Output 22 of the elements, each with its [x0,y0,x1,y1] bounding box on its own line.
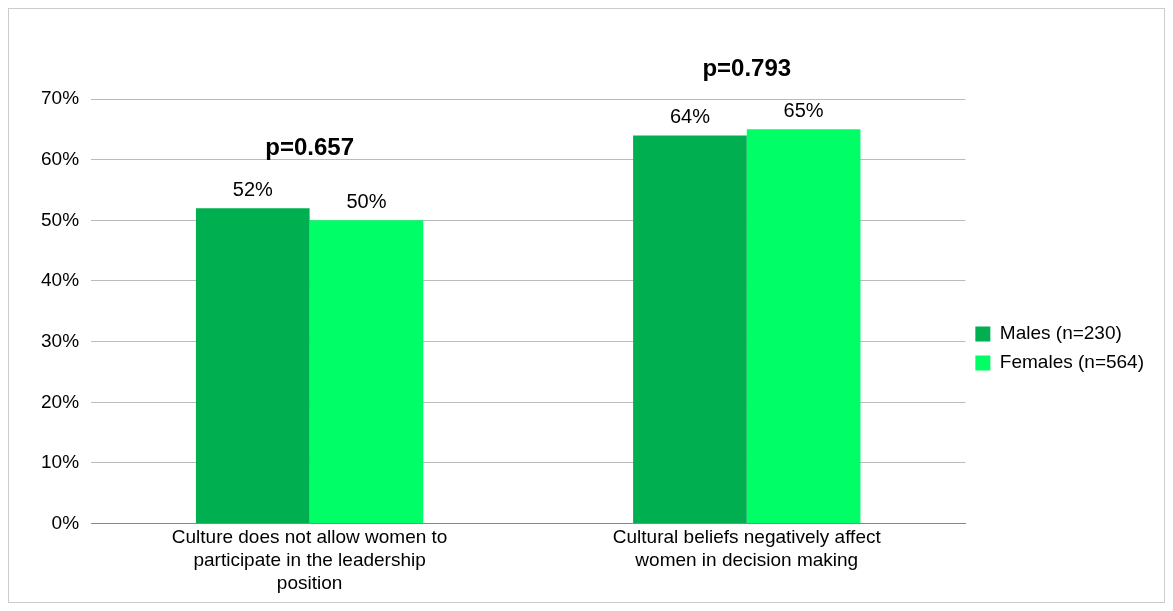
annotation: p=0.657 [265,132,354,160]
x-tick-label: Culture does not allow women to participate in the leadership position [171,526,448,593]
data-label: 52% [232,177,274,200]
text: p=0.793 [702,53,792,81]
y-tick-label: 10% [41,451,80,473]
y-tick-label: 70% [41,87,80,109]
bar [633,135,747,524]
bar [746,129,861,524]
data-label: 64% [669,104,711,127]
y-tick-label: 60% [41,147,80,169]
y-tick-label: 0% [51,511,80,533]
legend-label: Females (n=564) [999,351,1144,373]
data-label: 50% [346,189,387,212]
x-tick-label: Cultural beliefs negatively affect women in decision making [612,526,882,571]
y-tick-label: 50% [41,208,80,230]
bar [195,208,310,524]
legend-label: Males (n=230) [999,322,1122,344]
bar [309,220,424,524]
y-tick-label: 20% [41,390,80,412]
data-label: 65% [783,98,824,121]
y-tick-label: 40% [41,269,80,291]
y-tick-label: 30% [41,329,80,351]
